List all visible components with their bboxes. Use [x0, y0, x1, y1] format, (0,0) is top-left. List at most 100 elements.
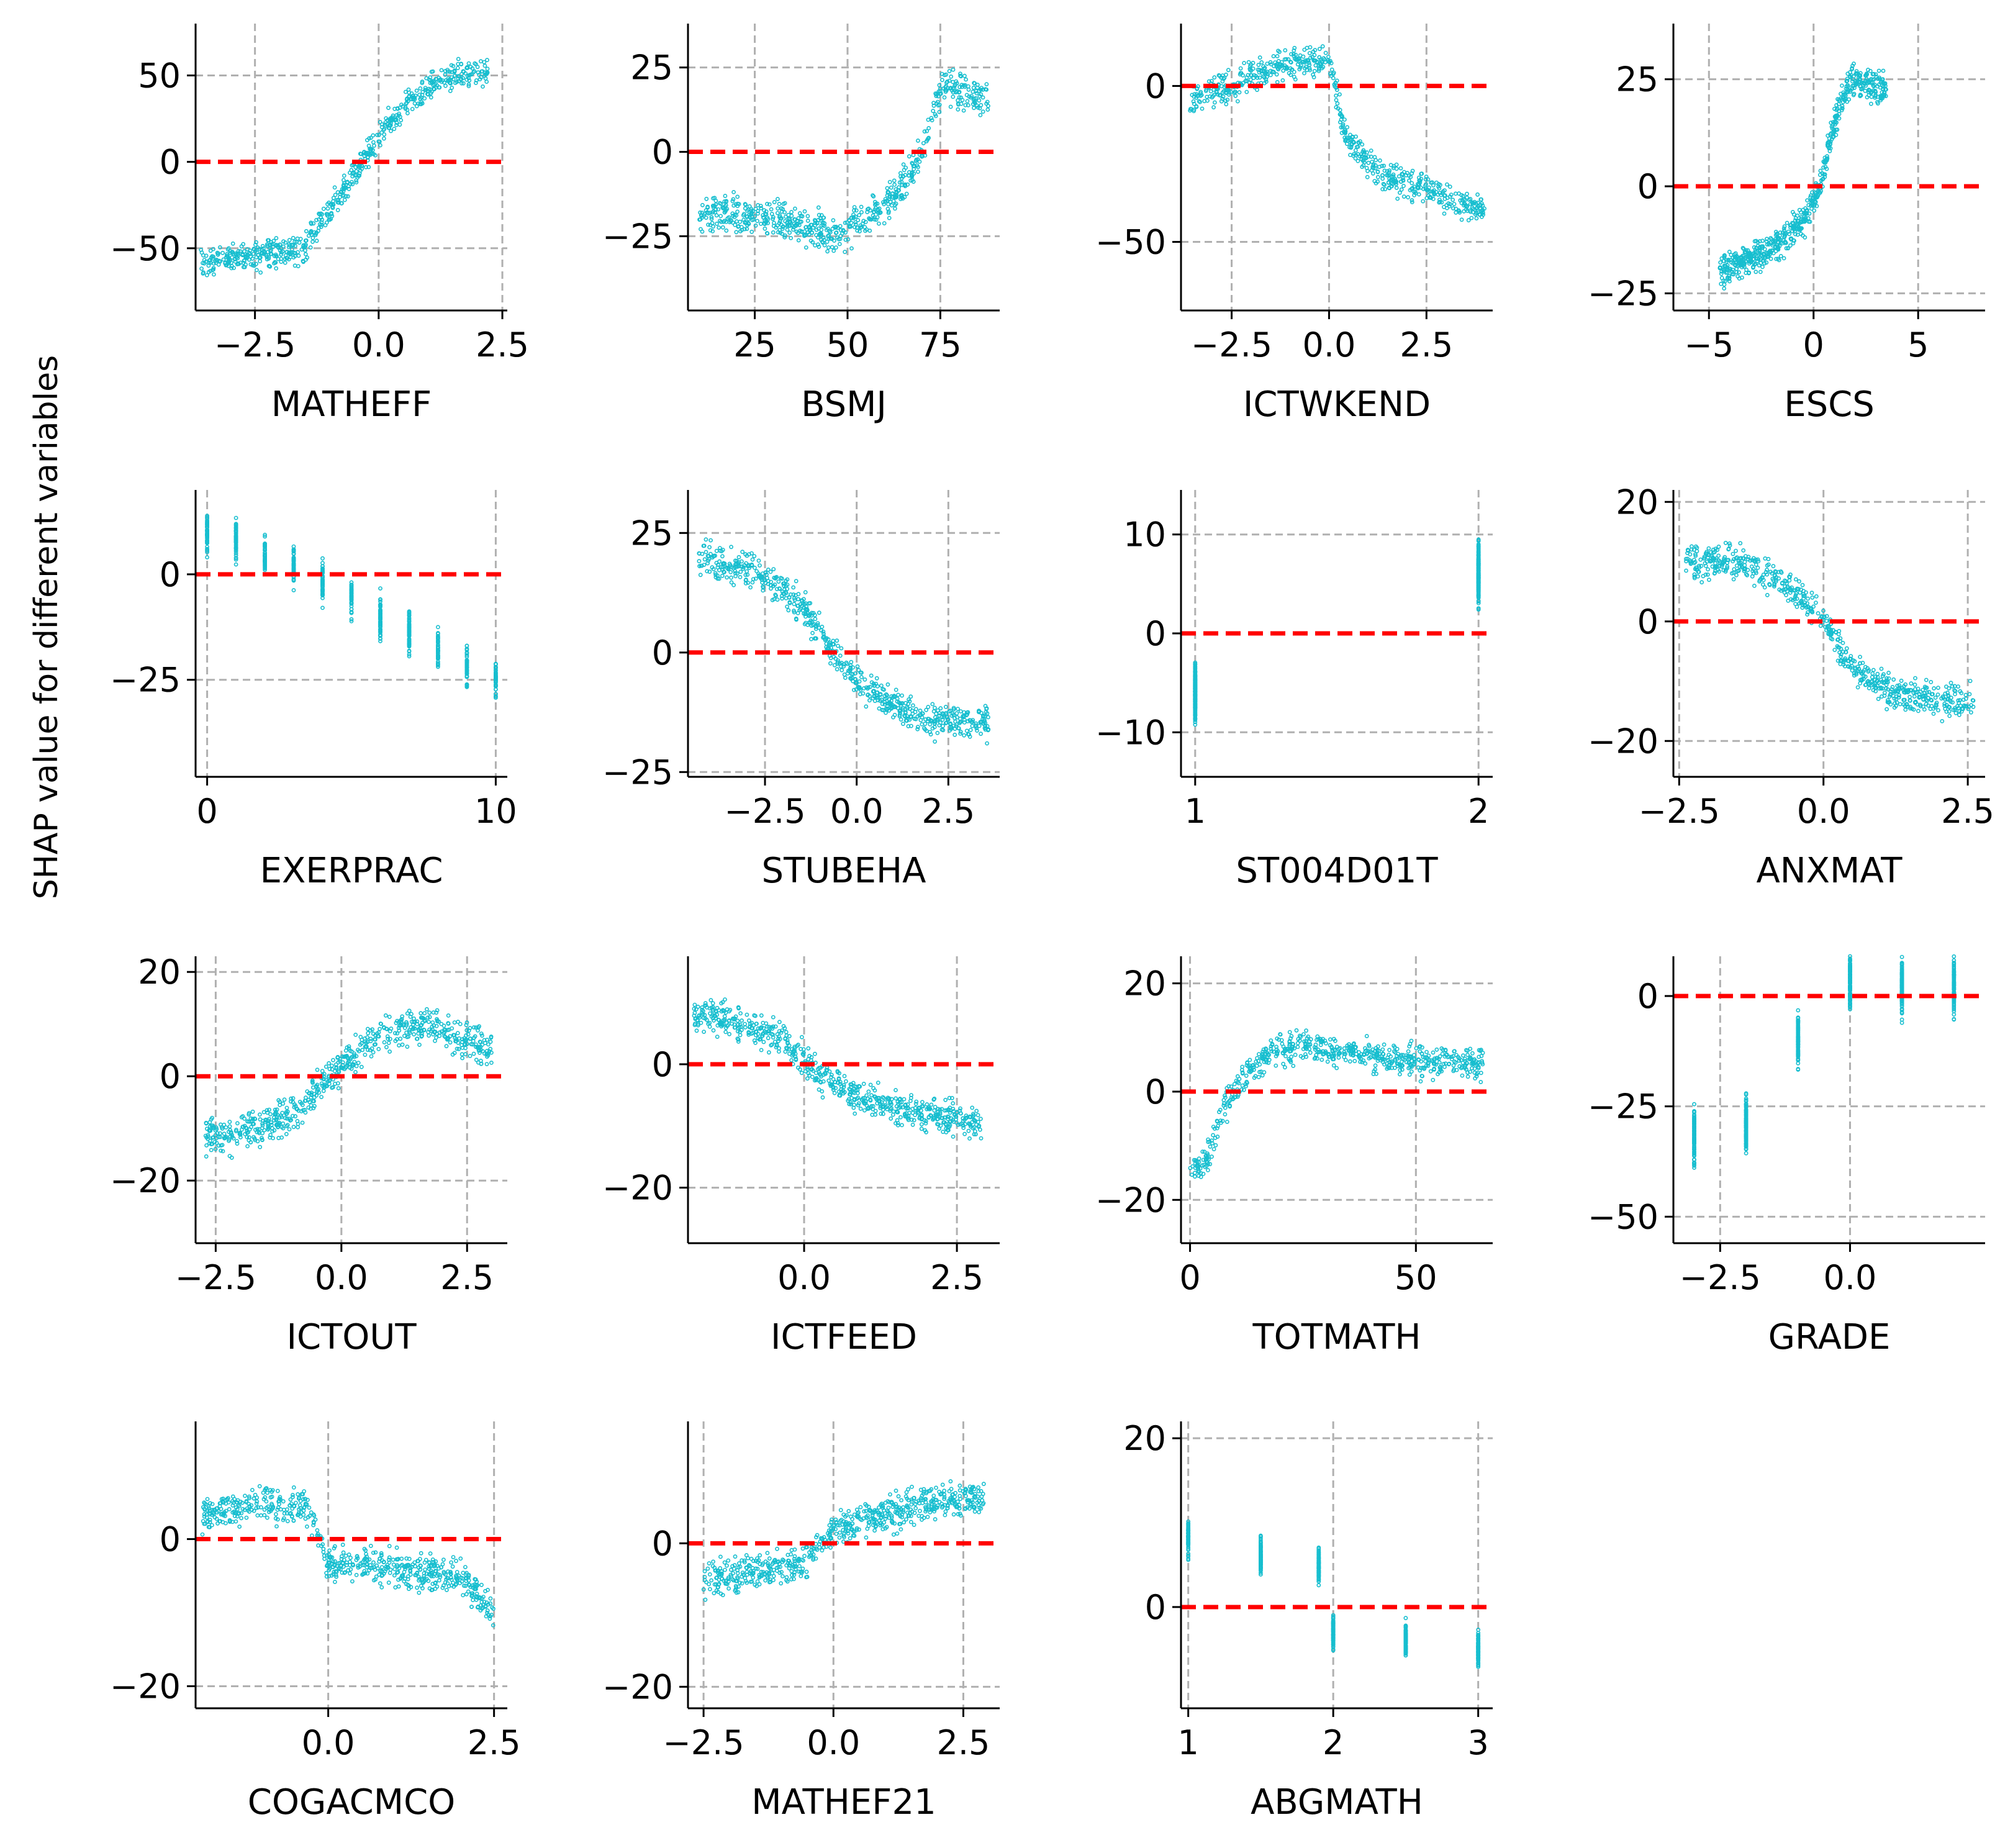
shap-point [1868, 101, 1873, 106]
shap-point [316, 229, 320, 233]
shap-point [776, 206, 780, 211]
shap-point [340, 201, 344, 206]
shap-point [898, 717, 903, 722]
shap-point [802, 209, 807, 214]
shap-point [843, 250, 848, 255]
shap-point [700, 229, 705, 234]
shap-point [1192, 101, 1197, 106]
shap-point [233, 252, 238, 257]
shap-point [309, 232, 314, 237]
shap-point [831, 248, 836, 253]
shap-point [782, 587, 787, 592]
shap-point [445, 69, 450, 74]
shap-point [855, 664, 860, 669]
shap-point [704, 537, 708, 542]
shap-point [232, 266, 236, 270]
shap-point [830, 245, 835, 250]
shap-point [889, 185, 894, 190]
shap-point [464, 674, 469, 679]
shap-point [843, 230, 848, 235]
shap-point [920, 722, 925, 727]
shap-point [789, 210, 794, 214]
shap-point [1398, 166, 1403, 171]
shap-point [875, 215, 880, 220]
shap-point [317, 211, 321, 216]
shap-point [1867, 686, 1871, 691]
shap-point [782, 235, 787, 240]
shap-point [428, 75, 433, 80]
shap-point [1885, 707, 1889, 712]
shap-point [717, 201, 722, 206]
shap-point [1826, 133, 1830, 138]
shap-point [332, 185, 337, 190]
shap-point [428, 91, 433, 96]
shap-point [710, 229, 715, 233]
shap-point [729, 575, 733, 580]
shap-point [1916, 709, 1921, 713]
shap-point [952, 727, 957, 731]
shap-point [972, 106, 976, 111]
shap-point [448, 81, 453, 86]
x-tick-label: 25 [733, 325, 776, 365]
shap-point [359, 152, 364, 156]
shap-point [1834, 102, 1839, 107]
shap-point [1722, 286, 1727, 291]
shap-point [1898, 702, 1903, 707]
shap-point [715, 221, 719, 226]
shap-point [733, 569, 738, 573]
shap-point [940, 717, 945, 722]
shap-point [1311, 75, 1316, 79]
shap-point [791, 585, 796, 590]
shap-point [329, 212, 334, 217]
shap-point [740, 550, 745, 555]
x-tick-label: 10 [474, 792, 517, 831]
shap-point [245, 247, 250, 251]
shap-point [371, 152, 376, 156]
shap-point [835, 638, 839, 643]
shap-point [1255, 88, 1259, 93]
shap-point [1251, 76, 1256, 80]
shap-point [752, 554, 757, 558]
shap-point [319, 220, 324, 225]
y-tick-label: 25 [1616, 60, 1658, 99]
shap-point [310, 239, 315, 244]
shap-point [922, 129, 927, 134]
shap-point [1275, 79, 1280, 84]
shap-point [933, 715, 938, 720]
shap-point [772, 220, 776, 225]
shap-point [229, 260, 233, 265]
shap-point [1283, 48, 1288, 53]
shap-point [1219, 99, 1224, 104]
shap-point [1719, 281, 1724, 286]
shap-point [789, 235, 794, 240]
shap-point [711, 196, 715, 201]
shap-point [963, 102, 968, 107]
shap-point [428, 87, 433, 92]
shap-point [268, 264, 273, 269]
shap-point [853, 225, 857, 230]
shap-point [1281, 68, 1286, 73]
shap-point [233, 259, 238, 264]
shap-point [834, 230, 838, 235]
shap-point [392, 106, 397, 111]
x-tick-label: 0.0 [830, 792, 884, 831]
shap-point [977, 106, 982, 111]
shap-point [942, 95, 947, 100]
shap-point [760, 580, 764, 585]
shap-point [1312, 53, 1317, 58]
shap-point [736, 555, 741, 559]
shap-point [1205, 98, 1210, 103]
shap-point [975, 103, 979, 108]
shap-point [1837, 109, 1842, 114]
shap-point [716, 207, 721, 212]
shap-point [447, 77, 452, 82]
shap-point [741, 212, 746, 216]
shap-point [859, 204, 864, 209]
shap-point [743, 578, 748, 582]
shap-point [364, 165, 368, 170]
shap-point [862, 677, 867, 682]
shap-point [251, 261, 256, 266]
y-tick-label: 0 [652, 133, 673, 172]
shap-point [290, 250, 295, 255]
